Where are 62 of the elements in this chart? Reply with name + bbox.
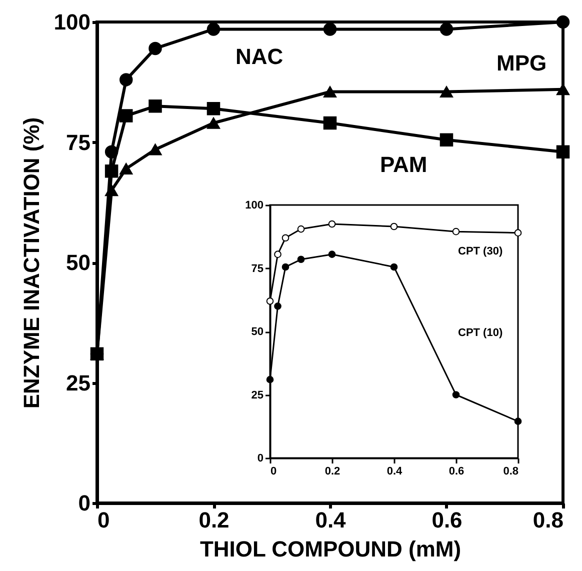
x-tick-label: 0 <box>98 508 110 532</box>
point <box>556 15 570 29</box>
series-label: NAC <box>236 44 284 70</box>
point <box>266 376 274 384</box>
y-tick-label: 75 <box>251 262 264 275</box>
point <box>274 302 282 310</box>
point <box>120 109 133 122</box>
point <box>514 418 522 425</box>
point <box>452 228 460 236</box>
x-tick-label: 0.6 <box>432 508 462 532</box>
x-tick-label: 0.8 <box>532 508 564 532</box>
text: CPT (10) <box>458 326 503 339</box>
point <box>266 297 274 305</box>
y-tick-label: 100 <box>245 200 264 212</box>
point <box>148 100 162 113</box>
point <box>323 116 337 130</box>
y-tick-label: 0 <box>257 452 264 464</box>
point <box>120 73 133 86</box>
series-label: CPT (30) <box>458 246 503 258</box>
y-tick-label: 25 <box>251 389 264 402</box>
point <box>206 22 220 36</box>
point <box>206 102 220 116</box>
point <box>514 229 522 236</box>
point <box>297 225 305 233</box>
point <box>328 250 336 258</box>
point <box>390 263 398 271</box>
point <box>120 162 133 175</box>
point <box>556 84 570 96</box>
x-tick-label: 0.2 <box>324 466 340 478</box>
series-label: MPG <box>496 50 547 76</box>
y-tick-label: 0 <box>78 490 90 516</box>
point <box>323 22 337 36</box>
y-tick-label: 50 <box>251 326 264 338</box>
x-tick-label: 0 <box>270 466 277 478</box>
y-axis-title: ENZYME INACTIVATION (%) <box>18 117 44 409</box>
point <box>390 222 398 230</box>
point <box>274 250 282 258</box>
point <box>440 86 454 98</box>
point <box>282 263 290 271</box>
x-tick-label: 0.4 <box>386 466 404 478</box>
point <box>328 220 336 228</box>
y-tick-label: 75 <box>66 130 90 155</box>
y-tick-label: 100 <box>54 10 90 34</box>
point <box>323 86 337 98</box>
point <box>297 256 305 264</box>
point <box>148 42 162 56</box>
series-label: PAM <box>380 152 428 178</box>
x-axis-title: THIOL COMPOUND (mM) <box>200 536 462 562</box>
x-tick-label: 0.2 <box>198 508 230 532</box>
x-tick-label: 0.8 <box>503 466 518 478</box>
point <box>440 22 454 36</box>
x-tick-label: 0.4 <box>315 508 347 532</box>
point <box>104 164 118 178</box>
y-tick-label: 50 <box>66 250 90 275</box>
point <box>282 234 290 242</box>
x-tick-label: 0.6 <box>448 466 464 478</box>
point <box>556 145 570 158</box>
point <box>452 391 460 398</box>
y-tick-label: 25 <box>66 370 90 396</box>
point <box>148 144 162 156</box>
point <box>206 117 220 129</box>
point <box>440 133 454 146</box>
